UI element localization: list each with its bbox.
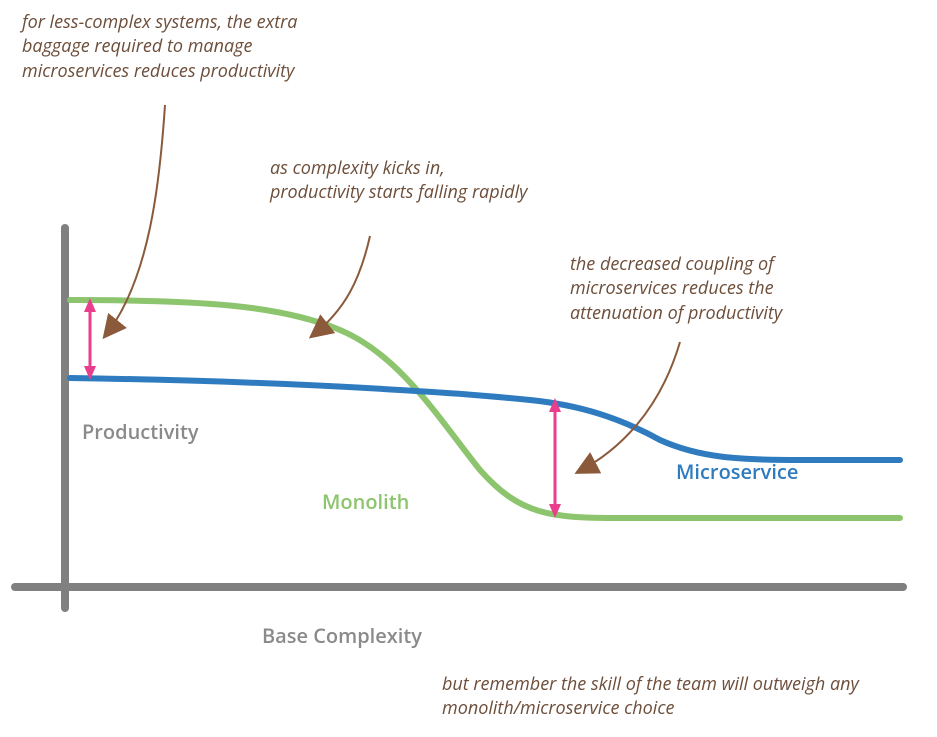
x-axis-label: Base Complexity bbox=[262, 622, 422, 649]
anno-complexity-kicks: as complexity kicks in, productivity sta… bbox=[270, 156, 530, 205]
pointer-decreased-coupling bbox=[578, 342, 680, 472]
label-monolith: Monolith bbox=[322, 488, 409, 515]
label-microservice: Microservice bbox=[676, 458, 798, 485]
gap-arrow-right bbox=[549, 398, 561, 518]
y-axis-label: Productivity bbox=[82, 418, 199, 445]
anno-team-skill: but remember the skill of the team will … bbox=[442, 672, 862, 721]
anno-decreased-coupling: the decreased coupling of microservices … bbox=[570, 252, 870, 325]
diagram-canvas: Productivity Base Complexity Monolith Mi… bbox=[0, 0, 937, 737]
plot-svg bbox=[0, 0, 937, 737]
gap-arrow-left bbox=[84, 298, 96, 380]
anno-less-complex: for less-complex systems, the extra bagg… bbox=[22, 10, 342, 83]
series-monolith bbox=[70, 300, 900, 518]
